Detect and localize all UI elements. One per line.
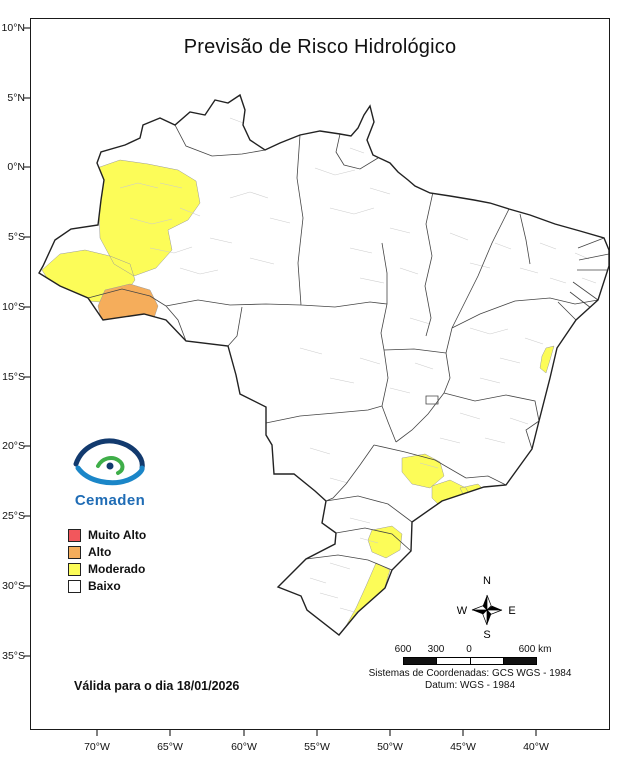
- legend-item: Muito Alto: [68, 527, 146, 543]
- validity-note: Válida para o dia 18/01/2026: [74, 679, 240, 693]
- legend-label: Moderado: [88, 562, 146, 576]
- lat-label: 10°S: [2, 301, 25, 313]
- scale-label: 0: [466, 644, 472, 655]
- scale-bar-segments: [403, 657, 537, 665]
- page-title: Previsão de Risco Hidrológico: [183, 36, 457, 58]
- legend-label: Baixo: [88, 579, 121, 593]
- lat-label: 15°S: [2, 371, 25, 383]
- lat-label: 25°S: [2, 510, 25, 522]
- compass-s-label: S: [483, 629, 490, 640]
- lon-label: 70°W: [84, 741, 110, 753]
- scale-segment: [470, 658, 504, 664]
- lat-label: 10°N: [1, 22, 25, 34]
- lat-label: 35°S: [2, 650, 25, 662]
- scale-segment: [503, 658, 536, 664]
- legend-swatch-baixo: [68, 579, 81, 593]
- lon-label: 50°W: [377, 741, 403, 753]
- lon-label: 45°W: [450, 741, 476, 753]
- lon-label: 60°W: [231, 741, 257, 753]
- lon-label: 40°W: [523, 741, 549, 753]
- scale-bar: 600 300 0 600 km: [395, 644, 563, 666]
- lon-label: 55°W: [304, 741, 330, 753]
- scale-segment: [437, 658, 471, 664]
- legend-label: Alto: [88, 545, 112, 559]
- brazil-map: [38, 94, 610, 636]
- compass-star: [471, 594, 503, 626]
- compass-e-label: E: [508, 605, 515, 617]
- compass-w-label: W: [457, 605, 468, 617]
- legend-swatch-moderado: [68, 562, 81, 576]
- legend-swatch-muito-alto: [68, 528, 81, 542]
- legend-swatch-alto: [68, 545, 81, 559]
- scale-segment: [404, 658, 438, 664]
- lon-label: 65°W: [157, 741, 183, 753]
- scale-label: 600 km: [518, 644, 552, 655]
- legend-item: Moderado: [68, 561, 146, 577]
- scale-label: 600: [394, 644, 412, 655]
- lat-label: 5°N: [7, 92, 25, 104]
- lat-label: 30°S: [2, 580, 25, 592]
- coordinate-system-line: Sistemas de Coordenadas: GCS WGS - 1984: [368, 668, 572, 679]
- compass-rose: N W E S: [457, 575, 516, 640]
- compass-n-label: N: [483, 575, 491, 587]
- datum-line: Datum: WGS - 1984: [424, 680, 516, 691]
- legend-item: Baixo: [68, 578, 146, 594]
- cemaden-logo-text: Cemaden: [74, 492, 146, 509]
- lat-label: 20°S: [2, 440, 25, 452]
- lat-label: 0°N: [7, 161, 25, 173]
- cemaden-logo-icon: [73, 438, 145, 486]
- coordinate-system-note: Sistemas de Coordenadas: GCS WGS - 1984 …: [355, 668, 585, 692]
- risk-region-alto: [97, 283, 159, 337]
- risk-legend: Muito Alto Alto Moderado Baixo: [68, 527, 146, 595]
- legend-label: Muito Alto: [88, 528, 147, 542]
- cemaden-logo: Cemaden: [58, 436, 162, 509]
- legend-item: Alto: [68, 544, 146, 560]
- scale-label: 300: [427, 644, 445, 655]
- lat-label: 5°S: [7, 231, 25, 243]
